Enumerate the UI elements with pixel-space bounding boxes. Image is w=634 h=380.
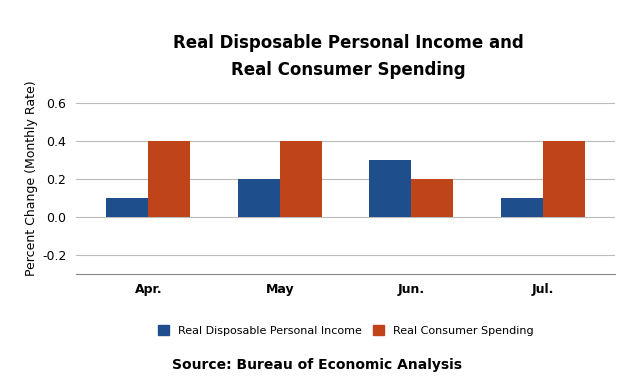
Bar [148, 141, 190, 217]
Text: Real Consumer Spending: Real Consumer Spending [231, 61, 466, 79]
Bar [107, 198, 148, 217]
Bar [369, 160, 411, 217]
Text: Real Disposable Personal Income and: Real Disposable Personal Income and [173, 34, 524, 52]
Bar [411, 179, 453, 217]
Text: Source: Bureau of Economic Analysis: Source: Bureau of Economic Analysis [172, 358, 462, 372]
Y-axis label: Percent Change (Monthly Rate): Percent Change (Monthly Rate) [25, 81, 38, 276]
Bar [543, 141, 585, 217]
Bar [501, 198, 543, 217]
Bar [238, 179, 280, 217]
Legend: Real Disposable Personal Income, Real Consumer Spending: Real Disposable Personal Income, Real Co… [153, 321, 538, 340]
Bar [280, 141, 322, 217]
